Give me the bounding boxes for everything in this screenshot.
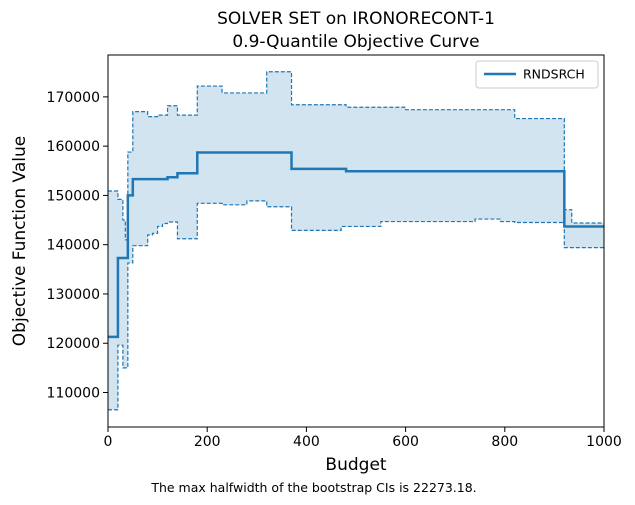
x-axis-label: Budget xyxy=(325,455,386,475)
axes: 0 200 400 600 800 1000 110000 120000 130000 14000… xyxy=(47,54,622,450)
chart-subtitle: 0.9-Quantile Objective Curve xyxy=(232,32,479,52)
y-axis-label: Objective Function Value xyxy=(10,136,30,346)
chart-title: SOLVER SET on IRONORECONT-1 xyxy=(217,9,495,29)
legend-box xyxy=(475,60,599,89)
x-tick-label: 200 xyxy=(194,434,221,450)
x-tick-label: 800 xyxy=(491,434,518,450)
series-line-rndsrch xyxy=(108,151,604,339)
y-tick-label: 140000 xyxy=(47,238,100,254)
ci-lower-line xyxy=(108,200,604,411)
x-tick-label: 600 xyxy=(392,434,419,450)
y-tick-label: 120000 xyxy=(47,336,100,352)
y-tick-label: 170000 xyxy=(47,90,100,106)
legend: RNDSRCH xyxy=(475,60,599,89)
x-tick-label: 1000 xyxy=(586,434,622,450)
plot-area xyxy=(108,71,604,411)
y-tick-label: 150000 xyxy=(47,188,100,204)
plot-frame xyxy=(107,54,605,428)
x-tick-label: 0 xyxy=(104,434,113,450)
legend-label-rndsrch: RNDSRCH xyxy=(523,67,585,82)
x-tick-label: 400 xyxy=(293,434,320,450)
chart-caption: The max halfwidth of the bootstrap CIs i… xyxy=(151,480,477,495)
y-tick-label: 160000 xyxy=(47,139,100,155)
ci-upper-line xyxy=(108,71,604,241)
y-tick-label: 130000 xyxy=(47,287,100,303)
objective-curve-chart: SOLVER SET on IRONORECONT-1 0.9-Quantile… xyxy=(10,9,622,475)
ci-band xyxy=(108,71,604,410)
y-tick-label: 110000 xyxy=(47,386,100,402)
